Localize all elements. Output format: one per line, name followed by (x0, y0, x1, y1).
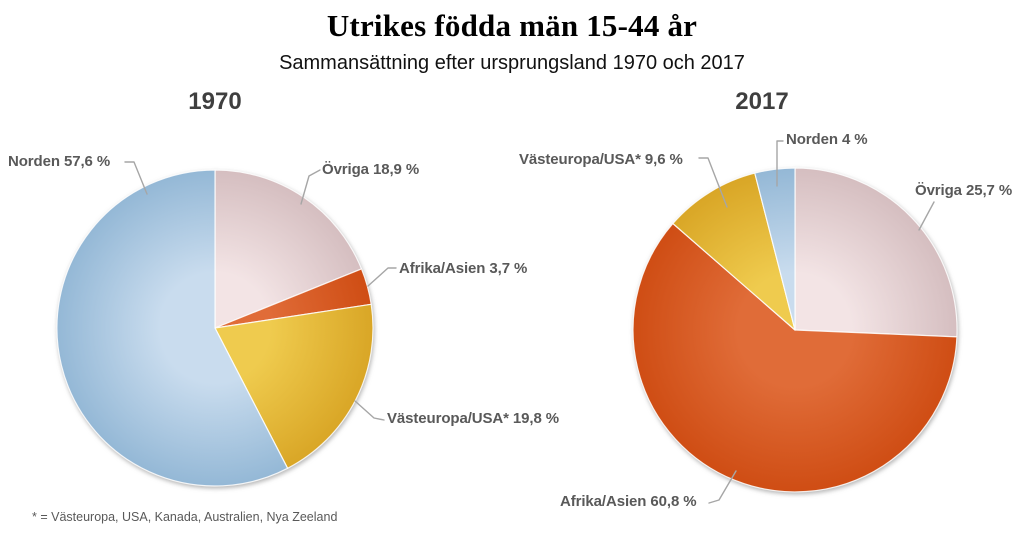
pie-slice-Afrika/Asien (632, 222, 958, 493)
pie-2017 (632, 167, 958, 493)
slice-label-vasteuropa-1970: Västeuropa/USA* 19,8 % (387, 410, 560, 427)
pie-1970-heading: 1970 (188, 88, 242, 115)
pie-slice-Västeuropa/USA* (214, 303, 374, 469)
pie-2017-heading: 2017 (735, 88, 789, 115)
leader-lines (124, 140, 935, 504)
slice-label-vasteuropa-2017: Västeuropa/USA* 9,6 % (519, 151, 683, 168)
pie-slice-Norden (56, 169, 289, 487)
slice-label-norden-1970: Norden 57,6 % (8, 153, 111, 170)
leader-line-norden-1970 (124, 161, 148, 195)
leader-line-norden-2017 (776, 140, 784, 187)
pie-1970 (56, 169, 374, 487)
page-title: Utrikes födda män 15-44 år (326, 8, 698, 43)
slice-label-afrika-1970: Afrika/Asien 3,7 % (399, 260, 528, 277)
leader-line-ovriga-2017 (918, 201, 935, 231)
slice-label-ovriga-1970: Övriga 18,9 % (322, 161, 420, 178)
page-subtitle: Sammansättning efter ursprungsland 1970 … (279, 52, 745, 74)
leader-line-ovriga-1970 (300, 169, 321, 205)
leader-line-afrika-1970 (367, 267, 397, 287)
pie-slice-Övriga (794, 167, 958, 338)
footnote: * = Västeuropa, USA, Kanada, Australien,… (32, 510, 338, 524)
leader-line-afrika-2017 (708, 470, 737, 504)
leader-line-vasteuropa-1970 (354, 400, 385, 421)
slice-label-norden-2017: Norden 4 % (786, 131, 868, 148)
pie-slice-Norden (754, 167, 796, 331)
slice-label-afrika-2017: Afrika/Asien 60,8 % (560, 493, 697, 510)
leader-line-vasteuropa-2017 (698, 157, 728, 208)
slice-label-ovriga-2017: Övriga 25,7 % (915, 182, 1013, 199)
